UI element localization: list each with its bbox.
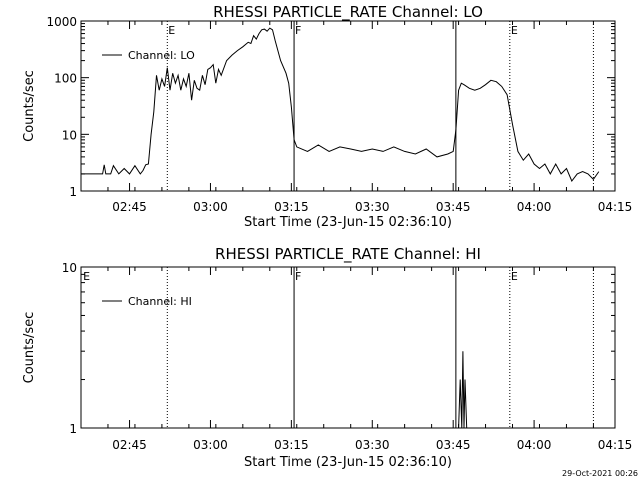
x-tick-label: 03:15 — [274, 438, 309, 452]
y-tick-label: 10 — [62, 128, 77, 142]
plot-frame — [80, 20, 616, 192]
event-marker-label: E — [168, 24, 175, 37]
y-tick-label: 100 — [54, 72, 77, 86]
y-tick-label: 10 — [62, 261, 77, 275]
x-tick-label: 02:45 — [112, 438, 147, 452]
event-marker-label: E — [83, 270, 90, 283]
y-tick-label: 1 — [69, 422, 77, 436]
legend-label: Channel: HI — [128, 295, 192, 308]
series-line — [81, 27, 600, 182]
event-marker-label: F — [295, 270, 301, 283]
x-tick-label: 04:00 — [517, 200, 552, 214]
x-tick-label: 03:00 — [193, 438, 228, 452]
event-marker-label: F — [295, 24, 301, 37]
legend-label: Channel: LO — [128, 49, 195, 62]
x-tick-label: 03:30 — [355, 438, 390, 452]
x-axis-label: Start Time (23-Jun-15 02:36:10) — [244, 215, 452, 230]
event-marker-label: E — [511, 24, 518, 37]
event-marker-label: E — [511, 270, 518, 283]
plot-frame — [80, 266, 616, 429]
x-tick-label: 03:45 — [436, 200, 471, 214]
x-tick-label: 04:00 — [517, 438, 552, 452]
x-tick-label: 03:15 — [274, 200, 309, 214]
x-tick-label: 03:45 — [436, 438, 471, 452]
x-tick-label: 03:30 — [355, 200, 390, 214]
y-axis-label: Counts/sec — [22, 70, 37, 142]
x-tick-label: 03:00 — [193, 200, 228, 214]
y-tick-label: 1000 — [46, 15, 77, 29]
chart-title: RHESSI PARTICLE_RATE Channel: HI — [215, 245, 481, 264]
x-tick-label: 04:15 — [598, 200, 633, 214]
series-line — [458, 351, 468, 429]
footer-timestamp: 29-Oct-2021 00:26 — [562, 469, 638, 478]
x-tick-label: 04:15 — [598, 438, 633, 452]
x-axis-label: Start Time (23-Jun-15 02:36:10) — [244, 455, 452, 470]
y-tick-label: 1 — [69, 185, 77, 199]
y-axis-label: Counts/sec — [22, 312, 37, 384]
chart-title: RHESSI PARTICLE_RATE Channel: LO — [213, 3, 483, 22]
x-tick-label: 02:45 — [112, 200, 147, 214]
